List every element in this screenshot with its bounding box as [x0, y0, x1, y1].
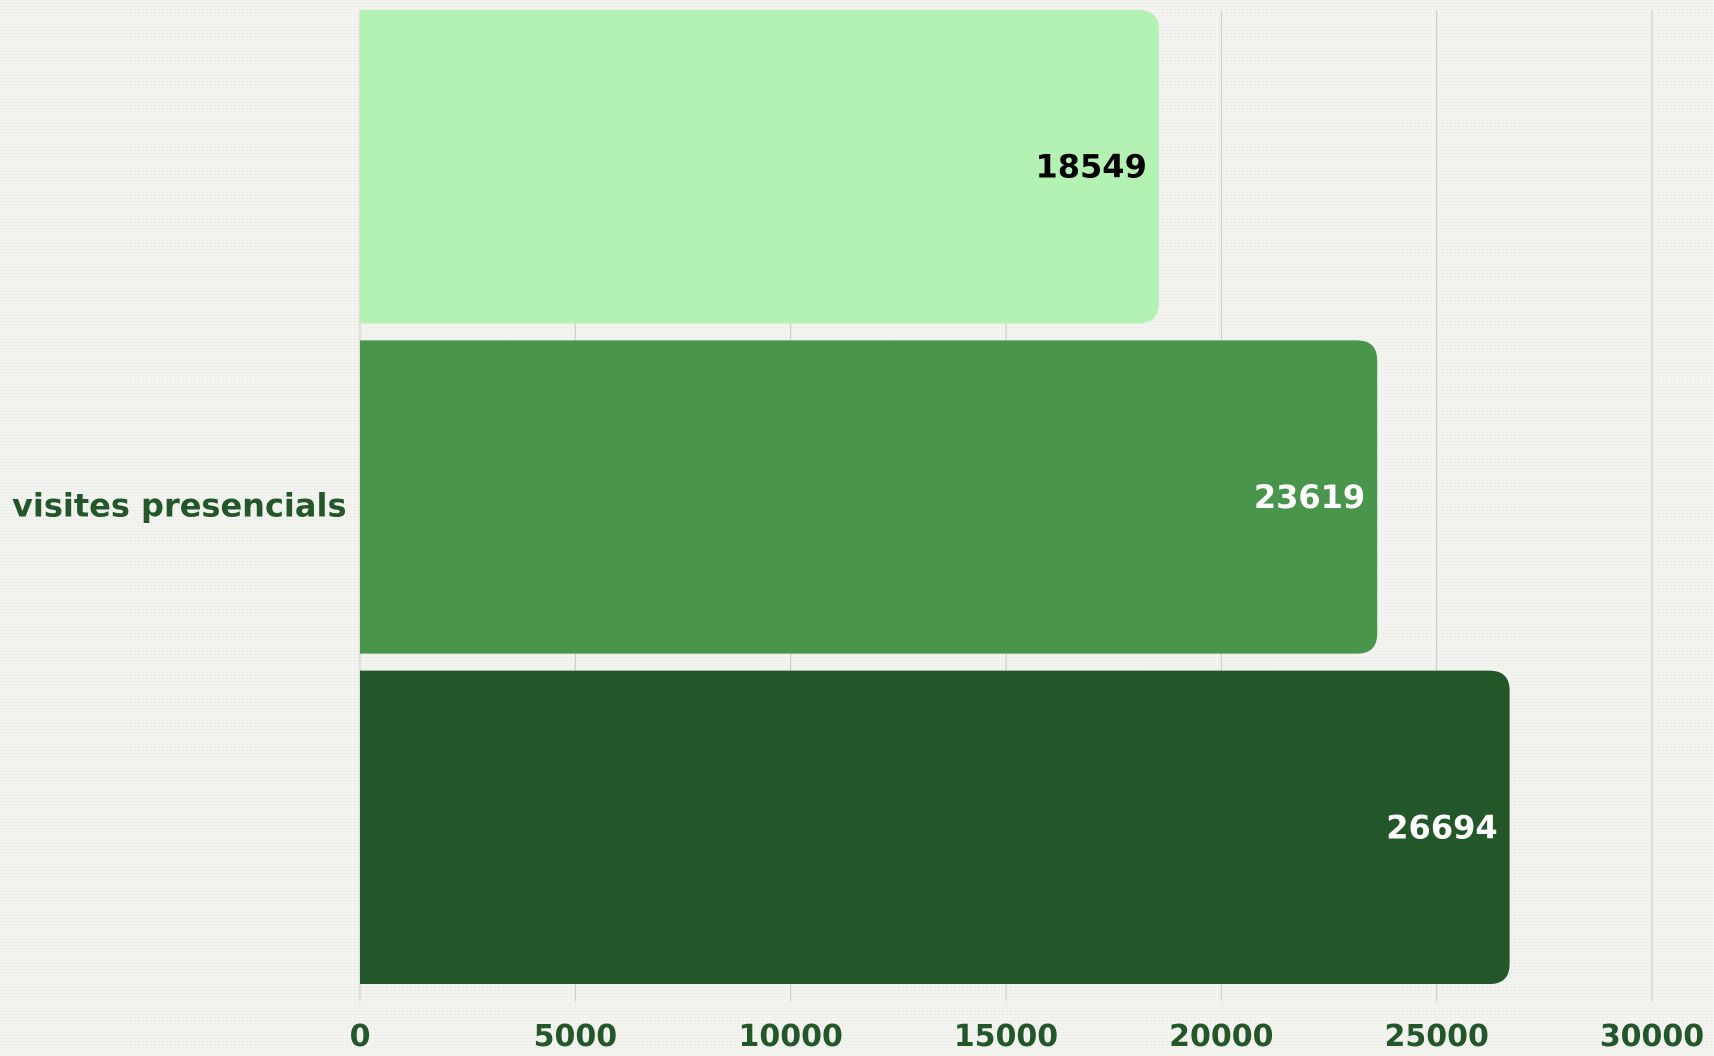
x-tick-label: 0	[350, 1019, 371, 1051]
category-label: visites presencials	[12, 487, 347, 525]
x-tick-label: 25000	[1384, 1019, 1488, 1051]
x-tick-label: 30000	[1600, 1019, 1704, 1051]
x-tick-label: 15000	[954, 1019, 1058, 1051]
x-tick-label: 20000	[1169, 1019, 1273, 1051]
bar-value-label: 18549	[1036, 148, 1147, 186]
bar-3	[360, 670, 1510, 984]
bar-2	[360, 340, 1378, 654]
bar-value-label: 26694	[1386, 808, 1497, 846]
x-tick-label: 5000	[534, 1019, 618, 1051]
x-tick-label: 10000	[738, 1019, 842, 1051]
x-axis-ticks: 0 5000 10000 15000 20000 25000 30000	[350, 1019, 1705, 1054]
bar-1	[360, 10, 1159, 324]
y-axis-categories: visites presencials	[12, 487, 347, 525]
bars	[360, 10, 1510, 984]
data-labels: 18549 23619 26694	[1036, 148, 1498, 847]
bar-value-label: 23619	[1254, 478, 1365, 516]
